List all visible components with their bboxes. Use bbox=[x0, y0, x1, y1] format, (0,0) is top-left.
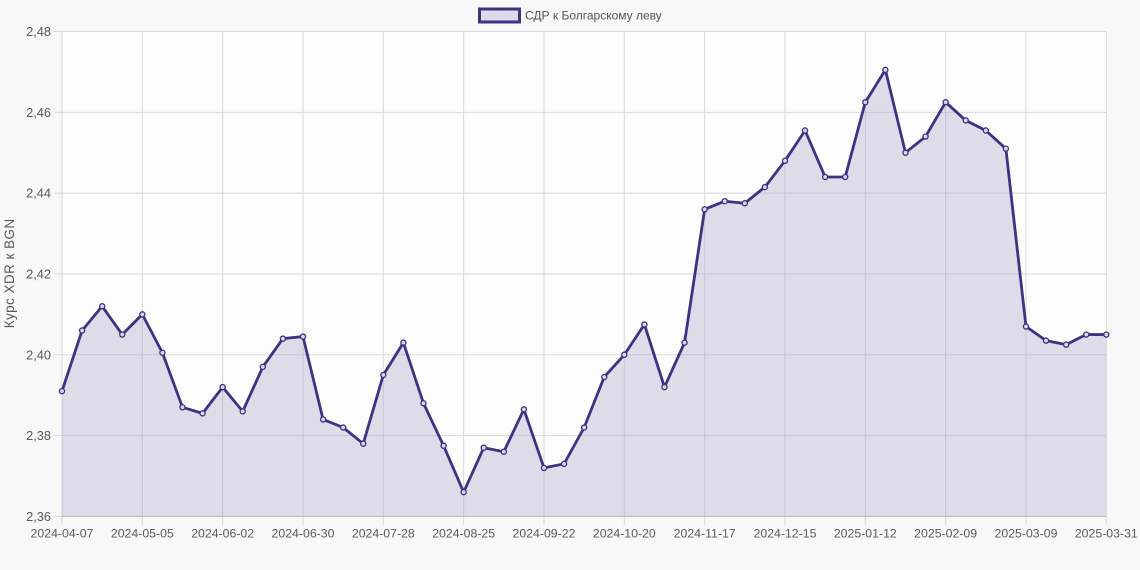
svg-text:2,40: 2,40 bbox=[26, 347, 51, 362]
svg-text:2024-09-22: 2024-09-22 bbox=[513, 527, 576, 541]
svg-text:2024-11-17: 2024-11-17 bbox=[674, 527, 736, 541]
svg-text:Курс XDR к BGN: Курс XDR к BGN bbox=[2, 218, 17, 328]
svg-text:2,36: 2,36 bbox=[26, 509, 51, 524]
svg-text:2025-01-12: 2025-01-12 bbox=[834, 527, 897, 541]
svg-text:2024-12-15: 2024-12-15 bbox=[754, 527, 817, 541]
svg-text:2,38: 2,38 bbox=[26, 428, 51, 443]
svg-text:2024-06-30: 2024-06-30 bbox=[272, 527, 335, 541]
svg-text:2,48: 2,48 bbox=[26, 24, 51, 39]
svg-text:2025-03-31: 2025-03-31 bbox=[1075, 527, 1138, 541]
svg-text:2024-08-25: 2024-08-25 bbox=[432, 527, 495, 541]
svg-text:2,46: 2,46 bbox=[26, 105, 51, 120]
svg-text:2024-06-02: 2024-06-02 bbox=[191, 527, 254, 541]
svg-text:2024-10-20: 2024-10-20 bbox=[593, 527, 656, 541]
svg-text:2,42: 2,42 bbox=[26, 266, 51, 281]
svg-text:2024-07-28: 2024-07-28 bbox=[352, 527, 415, 541]
svg-text:2024-04-07: 2024-04-07 bbox=[31, 527, 94, 541]
svg-text:2024-05-05: 2024-05-05 bbox=[111, 527, 174, 541]
svg-text:СДР к Болгарскому леву: СДР к Болгарскому леву bbox=[525, 9, 662, 23]
svg-text:2,44: 2,44 bbox=[26, 186, 51, 201]
svg-text:2025-02-09: 2025-02-09 bbox=[914, 527, 977, 541]
svg-text:2025-03-09: 2025-03-09 bbox=[995, 527, 1058, 541]
